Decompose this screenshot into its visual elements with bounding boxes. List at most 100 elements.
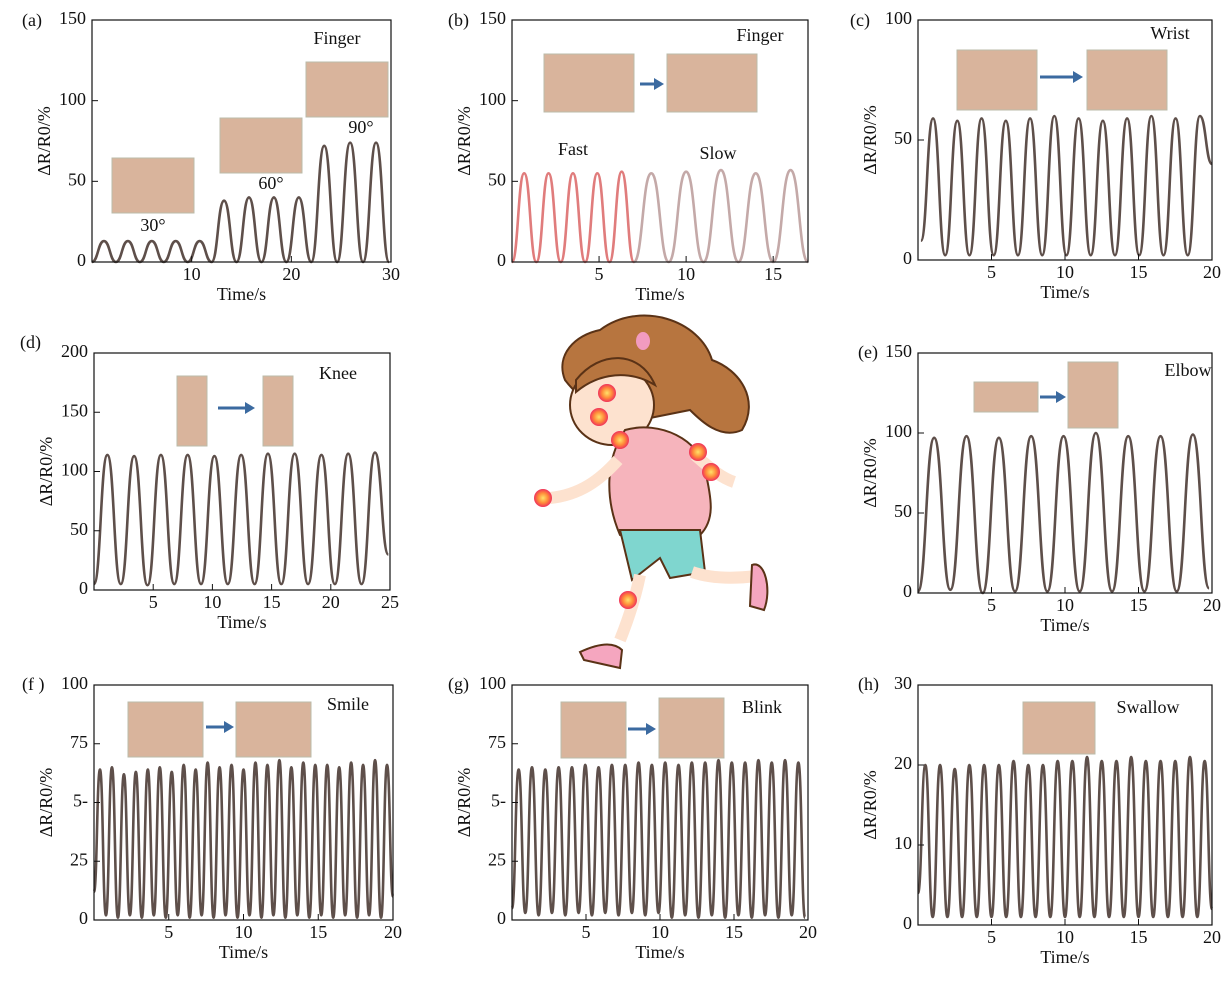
sensor-dot [702,463,720,481]
y-tick-label: 0 [903,581,912,601]
y-tick-label: 200 [61,341,88,361]
shoe [750,564,767,610]
x-axis-label: Time/s [1040,947,1089,967]
x-tick-label: 15 [1130,262,1148,282]
annotation: 30° [140,215,165,235]
y-tick-label: 5- [491,791,506,811]
panel-label: (g) [448,674,469,695]
photo [128,702,203,757]
annotation: Finger [737,25,784,45]
annotation: Finger [314,28,361,48]
panel: 5101520050100150Time/sΔR/R0/%(e)Elbow [858,341,1221,635]
panel-label: (c) [850,10,870,31]
photo [177,376,207,446]
x-tick-label: 15 [309,922,327,942]
x-tick-label: 25 [381,592,399,612]
series-label: Slow [699,143,736,163]
x-tick-label: 20 [282,264,300,284]
photo [263,376,293,446]
annotation: 90° [348,117,373,137]
x-tick-label: 10 [651,922,669,942]
x-tick-label: 5 [595,264,604,284]
y-axis-label: ΔR/R0/% [860,770,880,840]
y-axis-label: ΔR/R0/% [36,768,56,838]
x-tick-label: 5 [987,262,996,282]
y-tick-label: 100 [479,673,506,693]
sensor-dot [598,384,616,402]
x-tick-label: 15 [1130,595,1148,615]
photo [1068,362,1118,428]
annotation: Swallow [1117,697,1180,717]
x-tick-label: 10 [1056,262,1074,282]
x-tick-label: 20 [1203,595,1221,615]
panel: 102030050100150Time/sΔR/R0/%(a)Finger30°… [22,8,400,304]
annotation: Smile [327,694,369,714]
photo [236,702,311,757]
photo [1087,50,1167,110]
cartoon-girl [534,316,767,668]
photo [667,54,757,112]
x-tick-label: 5 [987,927,996,947]
x-tick-label: 15 [1130,927,1148,947]
y-tick-label: 50 [894,501,912,521]
y-axis-label: ΔR/R0/% [860,438,880,508]
photo [1023,702,1095,754]
y-tick-label: 0 [497,250,506,270]
x-tick-label: 10 [203,592,221,612]
y-tick-label: 100 [59,89,86,109]
x-axis-label: Time/s [217,284,266,304]
y-tick-label: 0 [903,913,912,933]
data-line [512,172,634,262]
annotation: 60° [258,173,283,193]
panel-label: (a) [22,10,42,31]
annotation: Knee [319,363,357,383]
panel-label: (h) [858,674,879,695]
x-tick-label: 20 [1203,927,1221,947]
series-label: Fast [558,139,588,159]
photo [974,382,1038,412]
x-tick-label: 20 [384,922,402,942]
y-tick-label: 50 [68,169,86,189]
arrow-head [1073,71,1083,83]
panel-label: (e) [858,342,878,363]
y-tick-label: 150 [885,341,912,361]
data-line [918,433,1209,593]
y-tick-label: 0 [79,908,88,928]
y-tick-label: 0 [79,578,88,598]
y-tick-label: 75 [70,732,88,752]
x-tick-label: 10 [183,264,201,284]
y-tick-label: 150 [59,8,86,28]
x-tick-label: 10 [235,922,253,942]
arm [550,460,618,498]
y-tick-label: 100 [885,421,912,441]
annotation: Wrist [1150,23,1189,43]
leg [692,572,756,578]
data-line [634,170,808,262]
y-tick-label: 100 [479,89,506,109]
x-tick-label: 5 [987,595,996,615]
figure: 102030050100150Time/sΔR/R0/%(a)Finger30°… [0,0,1224,977]
x-axis-label: Time/s [219,942,268,962]
y-tick-label: 0 [77,250,86,270]
x-tick-label: 15 [263,592,281,612]
y-axis-label: ΔR/R0/% [36,437,56,507]
sensor-dot [534,489,552,507]
page: {"chart_data": [ {"type": "line", "panel… [0,0,1224,982]
x-tick-label: 30 [382,264,400,284]
y-tick-label: 30 [894,673,912,693]
y-tick-label: 50 [70,519,88,539]
photo [561,702,626,758]
y-tick-label: 150 [61,400,88,420]
y-tick-label: 0 [497,908,506,928]
x-axis-label: Time/s [1040,615,1089,635]
photo [957,50,1037,110]
x-tick-label: 5 [582,922,591,942]
photo [544,54,634,112]
y-axis-label: ΔR/R0/% [454,768,474,838]
y-tick-label: 0 [903,248,912,268]
